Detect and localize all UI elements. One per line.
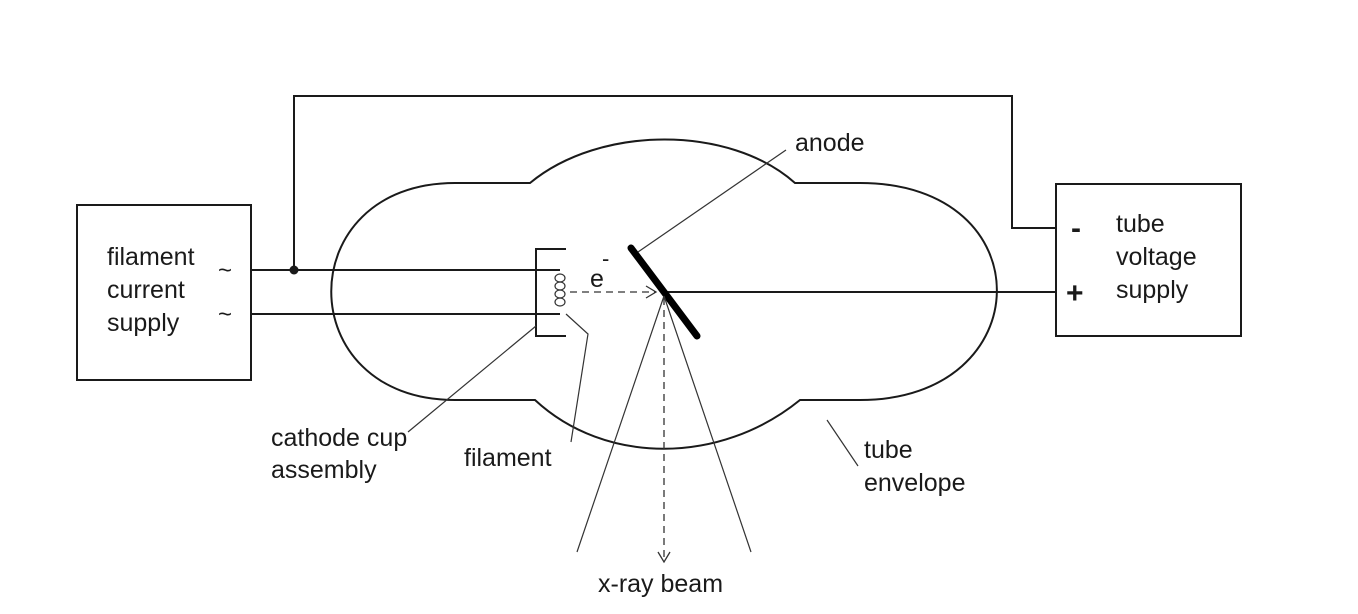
tube-envelope-label-line1: tube: [864, 436, 913, 464]
cathode-cup: [535, 248, 566, 337]
cathode-cup-assembly-label-line2: assembly: [271, 456, 377, 484]
filament-coil: [554, 273, 566, 307]
xray-beam-edge-right: [663, 295, 752, 553]
filament-leader-line: [565, 313, 589, 443]
minus-terminal-symbol: -: [1071, 212, 1081, 245]
electron-charge-symbol: -: [602, 246, 609, 271]
filament-current-supply-label-line1: filament: [107, 243, 195, 271]
tube-voltage-supply-box: [1055, 183, 1242, 337]
plus-terminal-symbol: +: [1066, 277, 1084, 310]
tube-envelope-label-line2: envelope: [864, 469, 965, 497]
xray-beam-edge-left: [576, 295, 665, 553]
tube-voltage-supply-label-line3: supply: [1116, 276, 1189, 304]
tube-envelope-leader-line: [826, 419, 859, 467]
filament-current-supply-label-line2: current: [107, 276, 185, 304]
high-voltage-negative-wire: [293, 95, 1056, 270]
tube-envelope-outline: [330, 138, 998, 450]
anode-leader-line: [637, 149, 787, 253]
cathode-cup-assembly-label-line1: cathode cup: [271, 424, 407, 452]
xray-beam-label: x-ray beam: [598, 570, 723, 598]
tube-voltage-supply-label-line2: voltage: [1116, 243, 1197, 271]
ac-symbol-bottom: ~: [218, 301, 232, 328]
tube-voltage-supply-label-line1: tube: [1116, 210, 1165, 238]
electron-symbol: e: [590, 265, 604, 293]
filament-current-supply-box: [76, 204, 252, 381]
anode-label: anode: [795, 129, 865, 157]
filament-current-supply-label-line3: supply: [107, 309, 180, 337]
ac-symbol-top: ~: [218, 257, 232, 284]
filament-label: filament: [464, 444, 552, 472]
anode-target: [627, 244, 701, 340]
cathode-cup-leader-line: [407, 325, 537, 433]
